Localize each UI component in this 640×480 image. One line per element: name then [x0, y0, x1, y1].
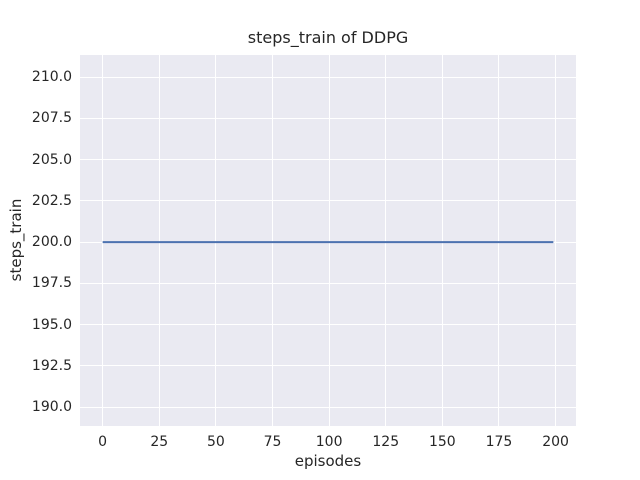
x-tick-label: 175 — [485, 434, 513, 450]
y-tick-label: 205.0 — [31, 151, 72, 168]
v-gridline — [555, 55, 557, 426]
v-gridline — [158, 55, 160, 426]
plot-area — [80, 55, 576, 426]
y-tick-label: 192.5 — [31, 357, 72, 374]
x-axis-label: episodes — [294, 452, 362, 470]
v-gridline — [441, 55, 443, 426]
v-gridline — [215, 55, 217, 426]
h-gridline — [80, 324, 576, 326]
h-gridline — [80, 76, 576, 78]
v-gridline — [498, 55, 500, 426]
v-gridline — [102, 55, 104, 426]
y-tick-label: 207.5 — [31, 110, 72, 127]
y-tick-label: 210.0 — [31, 69, 72, 86]
h-gridline — [80, 406, 576, 408]
h-gridline — [80, 282, 576, 284]
x-tick-label: 25 — [150, 434, 169, 450]
x-tick-label: 200 — [542, 434, 569, 450]
h-gridline — [80, 117, 576, 119]
y-tick-label: 200.0 — [31, 234, 72, 251]
x-tick-label: 125 — [372, 434, 400, 450]
x-tick-label: 100 — [315, 434, 343, 450]
x-tick-label: 75 — [263, 434, 282, 450]
y-tick-label: 190.0 — [31, 399, 72, 416]
y-tick-label: 197.5 — [31, 275, 72, 292]
x-tick-label: 0 — [98, 434, 108, 450]
h-gridline — [80, 365, 576, 367]
y-tick-label: 195.0 — [31, 316, 72, 333]
plot-background — [80, 55, 576, 426]
chart-title: steps_train of DDPG — [247, 28, 409, 47]
v-gridline — [328, 55, 330, 426]
v-gridline — [385, 55, 387, 426]
h-gridline — [80, 159, 576, 161]
h-gridline — [80, 200, 576, 202]
data-line-layer — [102, 241, 554, 244]
x-tick-label: 150 — [428, 434, 456, 450]
y-tick-label: 202.5 — [31, 192, 72, 209]
x-tick-label: 50 — [206, 434, 225, 450]
v-gridline — [272, 55, 273, 426]
